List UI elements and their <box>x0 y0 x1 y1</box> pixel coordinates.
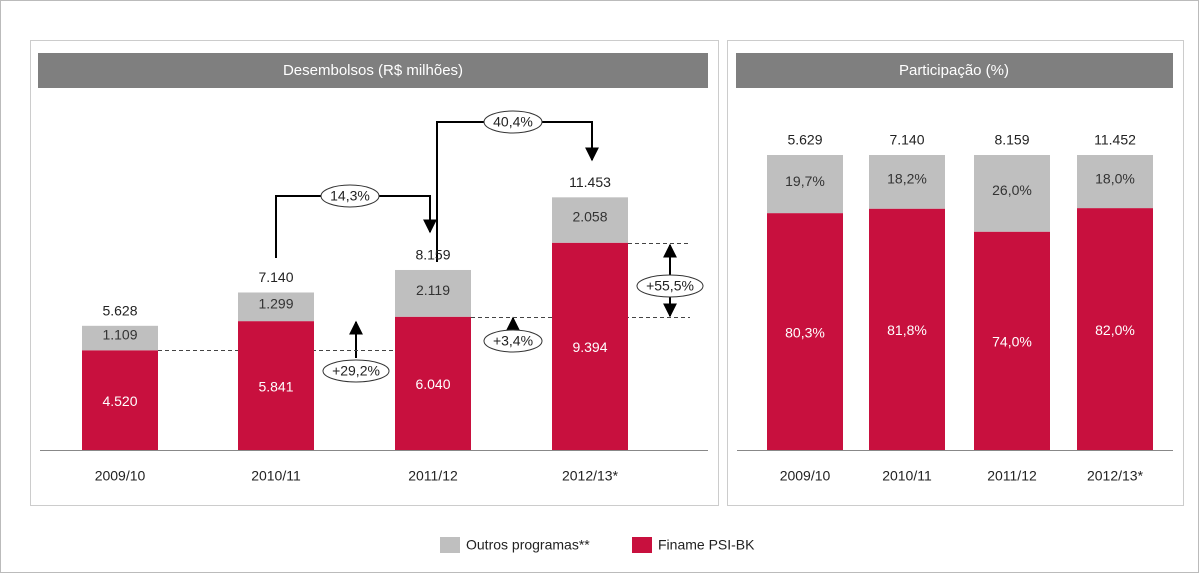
legend-label: Outros programas** <box>466 537 590 553</box>
total-label: 11.452 <box>1094 132 1136 148</box>
bar-segment <box>238 292 314 322</box>
data-label: 4.520 <box>102 393 137 409</box>
annotation: 40,4% <box>493 114 533 130</box>
bar-segment <box>552 242 628 450</box>
chart-title: Desembolsos (R$ milhões) <box>283 62 463 79</box>
bar-segment <box>238 321 314 450</box>
bar-segment <box>1077 155 1153 209</box>
data-label: 18,2% <box>887 171 927 187</box>
bar-segment <box>974 155 1050 232</box>
data-label: 9.394 <box>572 339 607 355</box>
data-label: 82,0% <box>1095 322 1135 338</box>
data-label: 6.040 <box>415 376 450 392</box>
legend-swatch <box>632 537 652 553</box>
annotation: +29,2% <box>332 363 380 379</box>
legend-label: Finame PSI-BK <box>658 537 755 553</box>
bar-segment <box>82 325 158 351</box>
annotation-bubble <box>320 184 380 208</box>
bar-segment <box>869 208 945 450</box>
data-label: 2.119 <box>416 282 450 298</box>
annotation: +3,4% <box>493 333 533 349</box>
data-label: 1.299 <box>258 296 293 312</box>
annotation-bubble <box>483 110 543 134</box>
total-label: 5.629 <box>787 132 822 148</box>
bar-segment <box>82 350 158 450</box>
annotation-bubble <box>483 329 543 353</box>
bar-segment <box>395 316 471 450</box>
total-label: 5.628 <box>102 303 137 319</box>
total-label: 7.140 <box>258 269 293 285</box>
annotation: 14,3% <box>330 188 370 204</box>
data-label: 80,3% <box>785 324 825 340</box>
x-tick-label: 2009/10 <box>95 468 146 484</box>
x-tick-label: 2011/12 <box>987 468 1037 484</box>
legend-swatch <box>440 537 460 553</box>
data-label: 5.841 <box>258 378 293 394</box>
data-label: 1.109 <box>102 327 137 343</box>
chart-title: Participação (%) <box>899 62 1009 79</box>
bar-segment <box>869 155 945 209</box>
x-tick-label: 2009/10 <box>780 468 831 484</box>
data-label: 19,7% <box>785 173 825 189</box>
x-tick-label: 2012/13* <box>562 468 619 484</box>
header-left <box>38 53 708 88</box>
x-tick-label: 2010/11 <box>882 468 932 484</box>
data-label: 26,0% <box>992 182 1032 198</box>
data-label: 2.058 <box>572 209 607 225</box>
bar-segment <box>767 213 843 450</box>
x-tick-label: 2010/11 <box>251 468 301 484</box>
annotation-bubble <box>322 359 390 383</box>
total-label: 8.159 <box>415 247 450 263</box>
panel-left <box>30 40 719 506</box>
data-label: 18,0% <box>1095 170 1135 186</box>
bar-segment <box>552 197 628 243</box>
data-label: 74,0% <box>992 334 1032 350</box>
bar-segment <box>974 231 1050 450</box>
x-tick-label: 2011/12 <box>408 468 458 484</box>
bar-segment <box>395 269 471 317</box>
total-label: 7.140 <box>889 132 924 148</box>
panel-right <box>727 40 1184 506</box>
header-right <box>736 53 1173 88</box>
bar-segment <box>1077 208 1153 450</box>
data-label: 81,8% <box>887 322 927 338</box>
total-label: 11.453 <box>569 174 611 190</box>
bar-segment <box>767 155 843 214</box>
annotation: +55,5% <box>646 278 694 294</box>
x-tick-label: 2012/13* <box>1087 468 1144 484</box>
total-label: 8.159 <box>994 132 1029 148</box>
annotation-bubble <box>636 274 704 298</box>
